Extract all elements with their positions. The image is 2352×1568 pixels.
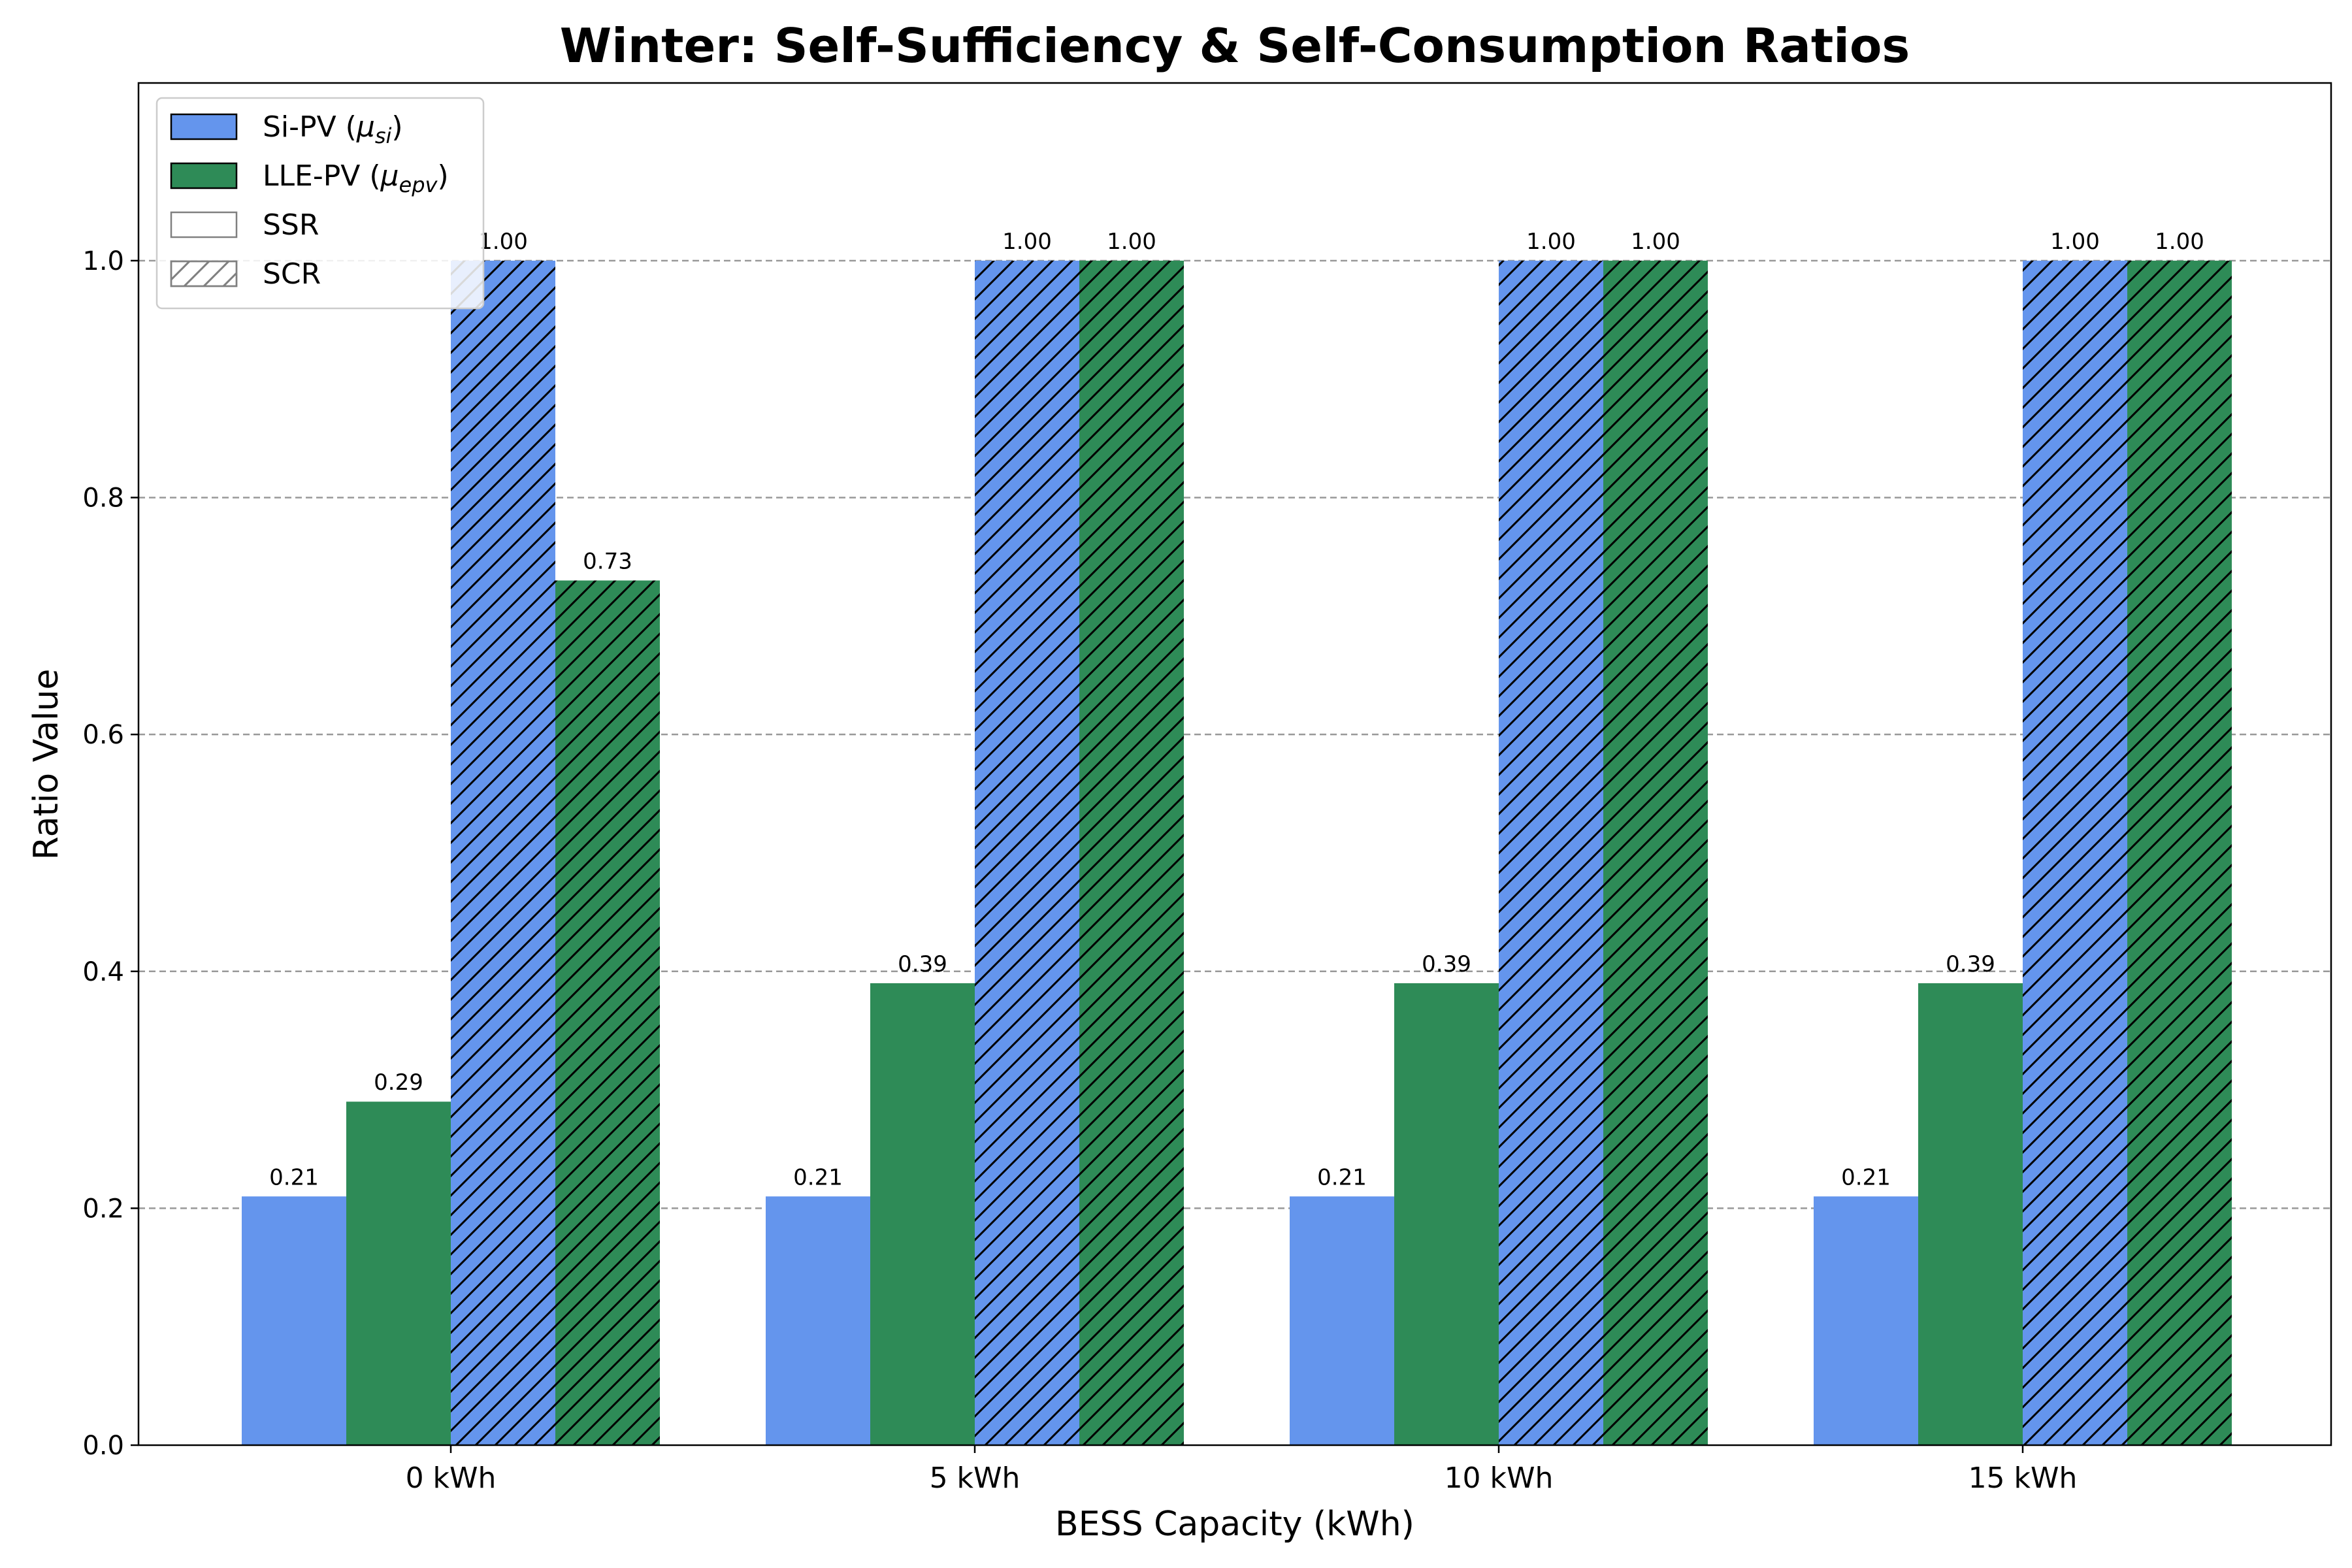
data-label: 1.00 xyxy=(2050,229,2100,255)
data-label: 1.00 xyxy=(1107,229,1156,255)
y-tick-label: 0.2 xyxy=(82,1194,124,1224)
bar-hatch xyxy=(451,260,555,1445)
x-axis-ticks: 0 kWh 5 kWh 10 kWh 15 kWh xyxy=(406,1445,2078,1495)
legend-box xyxy=(155,97,485,310)
bar xyxy=(766,1196,870,1445)
bars xyxy=(242,260,2232,1445)
bar-hatch xyxy=(975,260,1079,1445)
data-label: 1.00 xyxy=(478,229,528,255)
data-label: 1.00 xyxy=(2155,229,2204,255)
plot-frame xyxy=(137,82,2332,1446)
x-tick-label: 10 kWh xyxy=(1445,1462,1554,1495)
x-tick-label: 15 kWh xyxy=(1968,1462,2078,1495)
bar-hatch xyxy=(1603,260,1708,1445)
y-tick-label: 0.4 xyxy=(82,957,124,987)
x-tick-label: 5 kWh xyxy=(930,1462,1021,1495)
data-label: 1.00 xyxy=(1002,229,1052,255)
bar-hatch xyxy=(1079,260,1184,1445)
data-labels: 0.21 0.21 0.21 0.21 0.29 0.39 0.39 0.39 1.00 1.00… xyxy=(269,229,2204,1190)
data-label: 0.21 xyxy=(1317,1164,1367,1190)
data-label: 0.39 xyxy=(1946,951,1995,977)
legend: Si-PV (μsi) LLE-PV (μepv) SSR SCR xyxy=(155,97,485,310)
legend-label: LLE-PV (μepv) xyxy=(263,159,449,197)
bar-hatch xyxy=(2127,260,2232,1445)
y-axis-ticks: 0.0 0.2 0.4 0.6 0.8 1.0 xyxy=(82,246,139,1461)
data-label: 0.21 xyxy=(269,1164,319,1190)
data-label: 0.39 xyxy=(1422,951,1471,977)
y-tick-label: 0.0 xyxy=(82,1431,124,1461)
data-label: 0.39 xyxy=(898,951,947,977)
bar xyxy=(1918,983,2023,1445)
legend-label: SSR xyxy=(263,208,319,242)
x-axis-label: BESS Capacity (kWh) xyxy=(1055,1505,1414,1544)
y-tick-label: 0.6 xyxy=(82,720,124,750)
legend-swatch-hatch xyxy=(170,260,238,287)
legend-swatch xyxy=(170,211,238,238)
y-tick-label: 1.0 xyxy=(82,246,124,276)
data-label: 0.73 xyxy=(583,548,632,574)
legend-swatch xyxy=(170,113,238,140)
y-axis-label: Ratio Value xyxy=(27,669,66,860)
bar-hatch xyxy=(2023,260,2127,1445)
legend-label: Si-PV (μsi) xyxy=(263,110,403,148)
data-label: 0.29 xyxy=(374,1070,423,1096)
legend-swatch xyxy=(170,162,238,189)
bar xyxy=(1814,1196,1918,1445)
chart-title: Winter: Self-Sufficiency & Self-Consumpt… xyxy=(560,18,1910,73)
x-tick-label: 0 kWh xyxy=(406,1462,497,1495)
bar xyxy=(1394,983,1499,1445)
bar-hatch xyxy=(555,580,660,1445)
bar xyxy=(346,1102,451,1445)
bar xyxy=(1290,1196,1394,1445)
data-label: 1.00 xyxy=(1631,229,1680,255)
data-label: 0.21 xyxy=(1841,1164,1891,1190)
data-label: 1.00 xyxy=(1526,229,1576,255)
data-label: 0.21 xyxy=(793,1164,843,1190)
legend-label: SCR xyxy=(263,257,321,291)
bar xyxy=(242,1196,346,1445)
bar xyxy=(870,983,975,1445)
bar-hatch xyxy=(1499,260,1603,1445)
y-tick-label: 0.8 xyxy=(82,483,124,514)
